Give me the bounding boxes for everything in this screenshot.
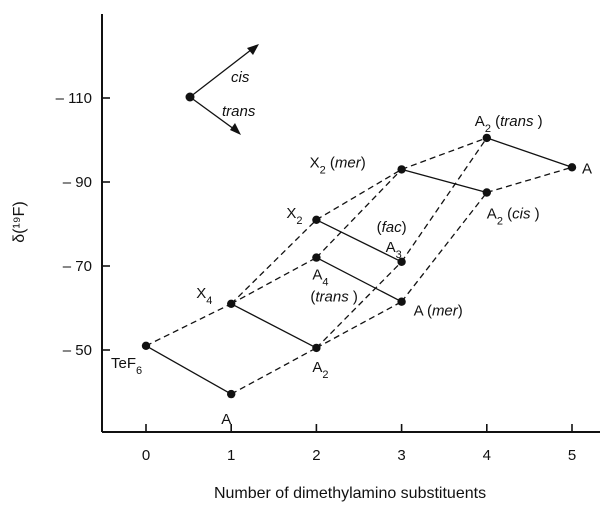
point-label-p2a4: A4 [312, 267, 328, 289]
dashed-connector [401, 192, 488, 303]
x-axis-title: Number of dimethylamino substituents [214, 485, 486, 502]
solid-connector [316, 219, 402, 263]
point-label-p1a: A [221, 411, 231, 428]
dashed-connector [315, 168, 403, 259]
dashed-connector [315, 261, 403, 349]
point-label-p0: TeF6 [111, 355, 142, 377]
point-label-p3x2: X2 (mer) [310, 154, 366, 176]
data-point-p4trans [482, 133, 491, 143]
y-tick-label: – 70 [63, 258, 92, 275]
dashed-connector [401, 137, 488, 171]
chart-axes [101, 14, 600, 433]
cis-label: cis [231, 69, 250, 86]
segment-group [145, 137, 573, 395]
x-tick-label: 2 [312, 447, 320, 464]
data-point-p2x2 [312, 215, 321, 224]
cis-trans-legend: cis trans [185, 44, 259, 135]
dashed-connector [145, 303, 232, 347]
data-point-p0 [141, 341, 151, 350]
point-label-p1x: X4 [196, 285, 212, 307]
data-point-p2a4 [312, 253, 321, 262]
point-label-p3a3b: (fac) [377, 219, 407, 236]
data-point-p3amer [397, 297, 406, 306]
y-tick-label: – 50 [63, 342, 92, 359]
point-label-p2x2: X2 [286, 205, 302, 227]
point-label-group: TeF6 A X4 A2 A4(trans ) X2 A (mer) A3 (fac) X2 (m… [111, 113, 592, 428]
dashed-connector [486, 166, 573, 194]
tick-label-group: 0 1 2 3 4 5 – 110 – 90 – 70 – 50 [56, 90, 577, 464]
data-point-p4cis [482, 188, 491, 197]
x-tick-label: 3 [397, 447, 405, 464]
solid-connector [145, 345, 232, 395]
point-group [141, 133, 577, 399]
y-tick-label: – 90 [63, 174, 92, 191]
point-label-p4cis: A2 (cis ) [487, 206, 540, 228]
data-point-p5 [567, 163, 577, 172]
data-point-p3x2 [397, 165, 406, 174]
dashed-connector [230, 219, 317, 305]
x-tick-label: 4 [483, 447, 491, 464]
point-label-p3amer: A (mer) [414, 303, 463, 320]
cis-arrow [189, 45, 257, 98]
trans-arrow [189, 96, 239, 133]
y-axis-title: δ(¹⁹F) [11, 201, 28, 243]
data-point-p3a3 [397, 257, 406, 266]
solid-connector [316, 257, 402, 303]
point-label-p3a3: A3 [386, 239, 402, 261]
data-point-p1x [227, 299, 236, 308]
x-tick-label: 5 [568, 447, 576, 464]
x-tick-label: 1 [227, 447, 235, 464]
data-point-p2a2 [312, 343, 321, 353]
tick-group [102, 97, 573, 432]
legend-origin-point [185, 92, 195, 102]
dashed-connector [230, 347, 317, 395]
point-label-p2a2: A2 [312, 359, 328, 381]
data-point-p1a [227, 389, 236, 399]
dashed-connector [230, 257, 317, 305]
x-tick-label: 0 [142, 447, 150, 464]
trans-arrowhead [230, 123, 241, 135]
point-label-p2a4b: (trans ) [310, 289, 358, 306]
solid-connector [401, 168, 487, 194]
trans-label: trans [222, 103, 256, 120]
dashed-connector [401, 137, 488, 263]
point-label-p4trans: A2 (trans ) [475, 113, 543, 135]
solid-connector [230, 303, 317, 349]
point-label-p5: A [582, 160, 592, 177]
dashed-connector [316, 168, 402, 221]
dashed-connector [316, 301, 402, 349]
solid-connector [486, 137, 573, 168]
y-tick-label: – 110 [56, 90, 92, 107]
cis-arrowhead [247, 44, 259, 55]
